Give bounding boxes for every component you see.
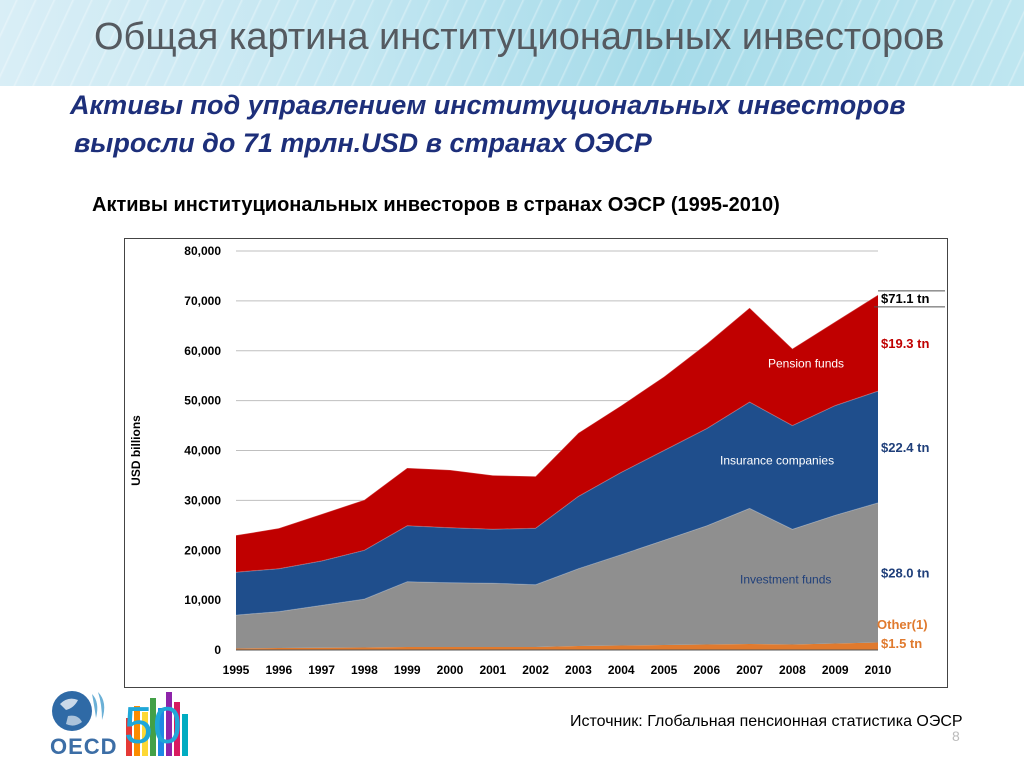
header-band — [0, 0, 1024, 86]
y-tick-label: 0 — [214, 643, 221, 657]
annotation-total: $71.1 tn — [881, 291, 929, 306]
y-tick-label: 40,000 — [184, 444, 221, 458]
annotation-pension: $19.3 tn — [881, 336, 929, 351]
oecd-globe-logo — [48, 688, 118, 760]
x-tick-label: 2001 — [479, 663, 506, 677]
series-area-investment-funds — [236, 502, 878, 649]
y-tick-label: 80,000 — [184, 244, 221, 258]
series-edge — [235, 502, 879, 616]
annotation-other: $1.5 tn — [881, 636, 922, 651]
series-area-pension-funds — [236, 294, 878, 573]
y-tick-label: 20,000 — [184, 543, 221, 557]
y-tick-label: 70,000 — [184, 294, 221, 308]
series-label-pension-funds: Pension funds — [768, 357, 844, 371]
series-area-insurance-companies — [236, 391, 878, 616]
x-tick-label: 1998 — [351, 663, 378, 677]
oecd-50-logo — [124, 688, 190, 758]
page-number: 8 — [952, 728, 960, 744]
x-tick-label: 1997 — [308, 663, 335, 677]
x-tick-label: 2007 — [736, 663, 763, 677]
x-tick-label: 2002 — [522, 663, 549, 677]
x-tick-label: 2010 — [865, 663, 892, 677]
stacked-area-chart: 0 10,000 20,000 30,000 40,000 50,000 60,000 70,… — [129, 244, 945, 677]
y-tick-label: 50,000 — [184, 394, 221, 408]
series-label-insurance-companies: Insurance companies — [720, 453, 834, 467]
chart-caption: Активы институциональных инвесторов в ст… — [92, 194, 780, 216]
series-area-other-1- — [236, 642, 878, 650]
x-tick-label: 1995 — [223, 663, 250, 677]
x-tick-label: 2003 — [565, 663, 592, 677]
series-edge — [235, 294, 879, 536]
y-tick-label: 30,000 — [184, 493, 221, 507]
subtitle-line-2: выросли до 71 трлн.USD в странах ОЭСР — [74, 128, 652, 158]
subtitle-line-1: Активы под управлением институциональных… — [70, 90, 906, 120]
x-tick-label: 2005 — [651, 663, 678, 677]
chart-frame: 0 10,000 20,000 30,000 40,000 50,000 60,000 70,… — [124, 238, 948, 688]
x-tick-label: 1999 — [394, 663, 421, 677]
x-tick-label: 2006 — [693, 663, 720, 677]
x-tick-label: 2004 — [608, 663, 635, 677]
x-tick-label: 2009 — [822, 663, 849, 677]
series-edge — [235, 390, 879, 573]
slide-subtitle: Активы под управлением институциональных… — [70, 86, 970, 162]
fifty-anniversary-mark: 50 — [124, 697, 182, 755]
series-label-investment-funds: Investment funds — [740, 572, 831, 586]
y-tick-label: 10,000 — [184, 593, 221, 607]
annotation-insurance: $22.4 tn — [881, 440, 929, 455]
x-tick-label: 2008 — [779, 663, 806, 677]
y-axis-label: USD billions — [129, 415, 143, 486]
x-tick-label: 1996 — [265, 663, 292, 677]
header-decoration — [0, 0, 1024, 86]
y-tick-label: 60,000 — [184, 344, 221, 358]
annotation-other-label: Other(1) — [877, 617, 928, 632]
oecd-logo-text: OECD — [50, 734, 118, 759]
source-note: Источник: Глобальная пенсионная статисти… — [570, 713, 963, 730]
annotation-investment: $28.0 tn — [881, 566, 929, 581]
x-tick-label: 2000 — [437, 663, 464, 677]
slide-title: Общая картина институциональных инвестор… — [94, 16, 945, 58]
